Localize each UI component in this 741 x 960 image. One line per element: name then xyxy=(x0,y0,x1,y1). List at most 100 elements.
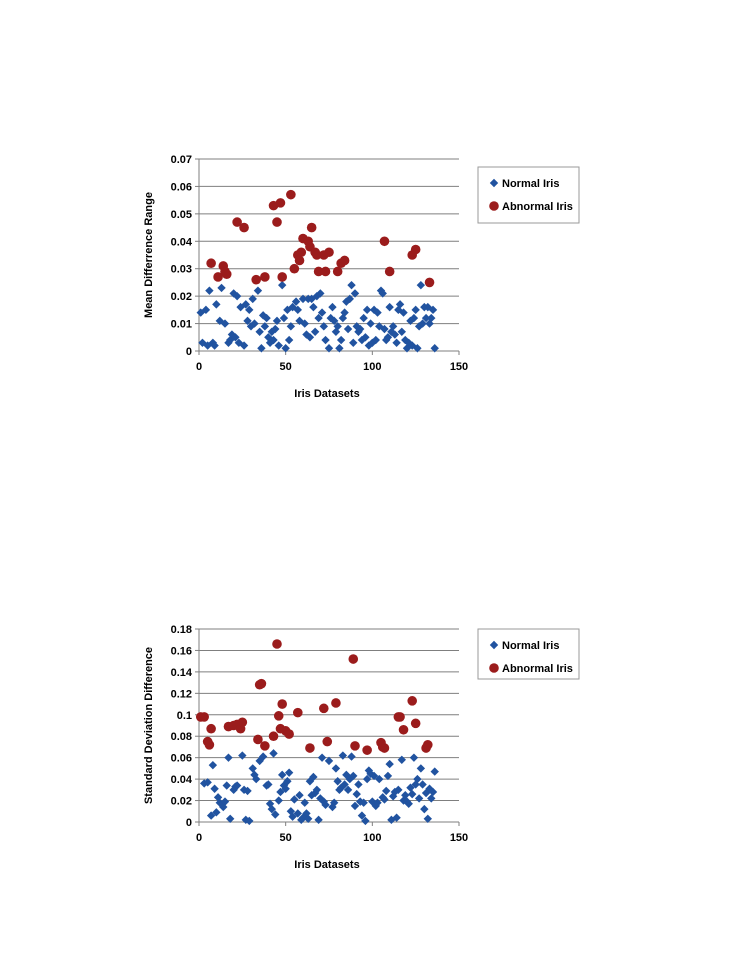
data-point-normal xyxy=(350,801,360,811)
data-point-normal xyxy=(371,801,380,811)
data-point-normal xyxy=(286,807,296,816)
data-point-normal xyxy=(234,338,244,347)
data-point-abnormal xyxy=(237,717,248,728)
data-point-abnormal xyxy=(332,266,343,277)
data-point-normal xyxy=(427,794,436,803)
data-point-normal xyxy=(430,344,439,353)
data-point-normal xyxy=(206,811,216,820)
data-point-normal xyxy=(408,789,417,799)
y-axis-title: Mean Differrence Range xyxy=(143,192,155,318)
data-point-normal xyxy=(340,780,349,789)
data-point-normal xyxy=(290,795,299,804)
series-normal-iris xyxy=(200,749,439,826)
data-point-abnormal xyxy=(199,712,209,722)
data-point-normal xyxy=(281,344,290,353)
data-point-normal xyxy=(210,784,219,793)
data-point-normal xyxy=(347,280,356,290)
x-tick-label: 150 xyxy=(450,361,468,373)
data-point-normal xyxy=(300,319,309,328)
data-point-normal xyxy=(324,756,334,766)
data-point-abnormal xyxy=(277,699,288,709)
data-point-normal xyxy=(409,753,419,762)
data-point-normal xyxy=(356,324,365,334)
data-point-abnormal xyxy=(362,745,372,755)
data-point-normal xyxy=(278,280,287,290)
y-tick-label: 0 xyxy=(186,346,192,358)
y-tick-label: 0.06 xyxy=(171,753,192,765)
y-tick-label: 0.02 xyxy=(171,291,192,303)
data-point-normal xyxy=(305,333,315,342)
data-point-normal xyxy=(232,291,242,301)
data-point-normal xyxy=(366,319,375,328)
data-point-abnormal xyxy=(239,222,249,233)
data-point-normal xyxy=(420,804,429,814)
data-point-normal xyxy=(319,322,328,331)
data-point-normal xyxy=(328,302,337,312)
data-point-normal xyxy=(362,305,372,315)
data-point-normal xyxy=(340,308,349,317)
data-point-normal xyxy=(271,810,280,819)
data-point-normal xyxy=(336,335,346,345)
data-point-normal xyxy=(380,795,389,804)
data-point-normal xyxy=(255,756,264,766)
data-point-normal xyxy=(278,770,287,780)
data-point-normal xyxy=(271,324,280,334)
y-tick-label: 0.05 xyxy=(171,209,192,221)
y-tick-label: 0.18 xyxy=(171,624,192,636)
data-point-normal xyxy=(314,313,323,323)
data-point-normal xyxy=(252,774,261,784)
legend-label: Normal Iris xyxy=(502,640,559,652)
data-point-normal xyxy=(274,796,283,805)
data-point-normal xyxy=(239,785,249,795)
data-point-normal xyxy=(243,786,252,796)
data-point-normal xyxy=(304,814,313,823)
data-point-abnormal xyxy=(272,639,282,649)
y-tick-label: 0.01 xyxy=(171,319,192,331)
data-point-abnormal xyxy=(260,272,270,282)
legend: Normal Iris Abnormal Iris xyxy=(477,628,580,680)
data-point-normal xyxy=(369,771,379,781)
legend-label: Abnormal Iris xyxy=(502,201,573,213)
data-point-normal xyxy=(267,804,276,814)
data-point-abnormal xyxy=(284,729,294,739)
data-point-normal xyxy=(305,777,315,786)
data-point-normal xyxy=(394,785,403,795)
data-point-normal xyxy=(262,313,271,323)
data-point-normal xyxy=(269,749,278,758)
data-point-normal xyxy=(392,338,401,347)
data-point-normal xyxy=(361,333,370,342)
data-point-abnormal xyxy=(424,277,435,288)
data-point-normal xyxy=(212,300,221,309)
legend-marker-normal xyxy=(489,178,499,188)
data-point-normal xyxy=(281,784,290,793)
data-point-normal xyxy=(248,764,257,773)
data-point-normal xyxy=(269,335,278,345)
data-point-normal xyxy=(316,289,325,298)
data-point-abnormal xyxy=(204,740,215,750)
data-point-abnormal xyxy=(312,250,322,260)
y-tick-label: 0.04 xyxy=(171,236,193,248)
data-point-normal xyxy=(215,798,224,807)
data-point-normal xyxy=(255,327,264,336)
data-point-abnormal xyxy=(306,222,317,233)
x-tick-label: 100 xyxy=(363,361,381,373)
data-point-normal xyxy=(342,770,351,780)
data-point-abnormal xyxy=(320,266,331,277)
x-tick-label: 50 xyxy=(280,361,292,373)
data-point-normal xyxy=(310,788,320,798)
data-point-normal xyxy=(385,759,394,769)
data-point-normal xyxy=(284,335,294,345)
data-point-normal xyxy=(208,760,218,770)
data-point-normal xyxy=(310,327,320,336)
data-point-normal xyxy=(286,322,296,331)
data-point-normal xyxy=(414,794,424,803)
data-point-normal xyxy=(411,780,420,789)
data-point-abnormal xyxy=(379,236,390,247)
data-point-abnormal xyxy=(273,711,284,721)
data-point-normal xyxy=(413,774,422,784)
data-point-normal xyxy=(388,322,398,331)
data-point-normal xyxy=(361,816,370,826)
data-point-normal xyxy=(314,815,323,825)
data-point-normal xyxy=(418,780,427,789)
legend-label: Abnormal Iris xyxy=(502,663,573,675)
